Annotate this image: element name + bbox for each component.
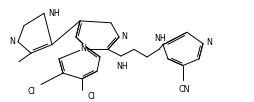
Text: N: N	[206, 38, 212, 47]
Text: NH: NH	[48, 9, 60, 18]
Text: Cl: Cl	[27, 87, 35, 96]
Text: CN: CN	[178, 84, 190, 94]
Text: Cl: Cl	[88, 92, 96, 101]
Text: NH: NH	[116, 62, 128, 71]
Text: NH: NH	[154, 34, 166, 43]
Text: N: N	[121, 32, 127, 41]
Text: N: N	[80, 44, 86, 53]
Text: N: N	[9, 37, 15, 46]
